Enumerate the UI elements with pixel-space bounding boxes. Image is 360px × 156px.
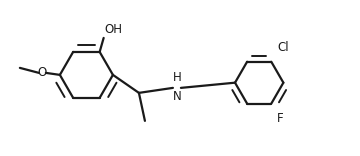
Text: N: N: [172, 90, 181, 103]
Text: Cl: Cl: [277, 41, 289, 54]
Text: O: O: [37, 66, 46, 79]
Text: F: F: [277, 112, 284, 125]
Text: H: H: [172, 71, 181, 84]
Text: OH: OH: [105, 23, 123, 36]
